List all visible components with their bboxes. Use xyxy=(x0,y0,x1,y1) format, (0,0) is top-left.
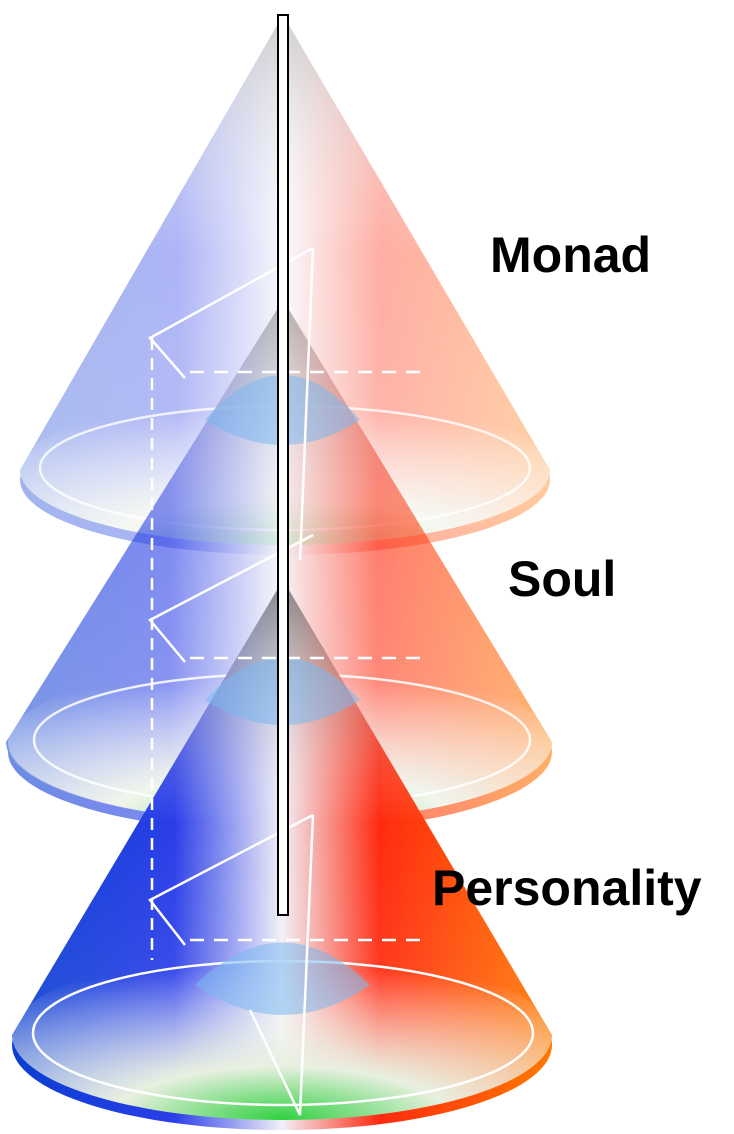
diagram: Monad Soul Personality xyxy=(0,0,734,1134)
node-label: Monad xyxy=(490,227,651,283)
node-label: Personality xyxy=(432,860,702,916)
node-label: Soul xyxy=(508,551,616,607)
central-axis xyxy=(278,15,288,915)
